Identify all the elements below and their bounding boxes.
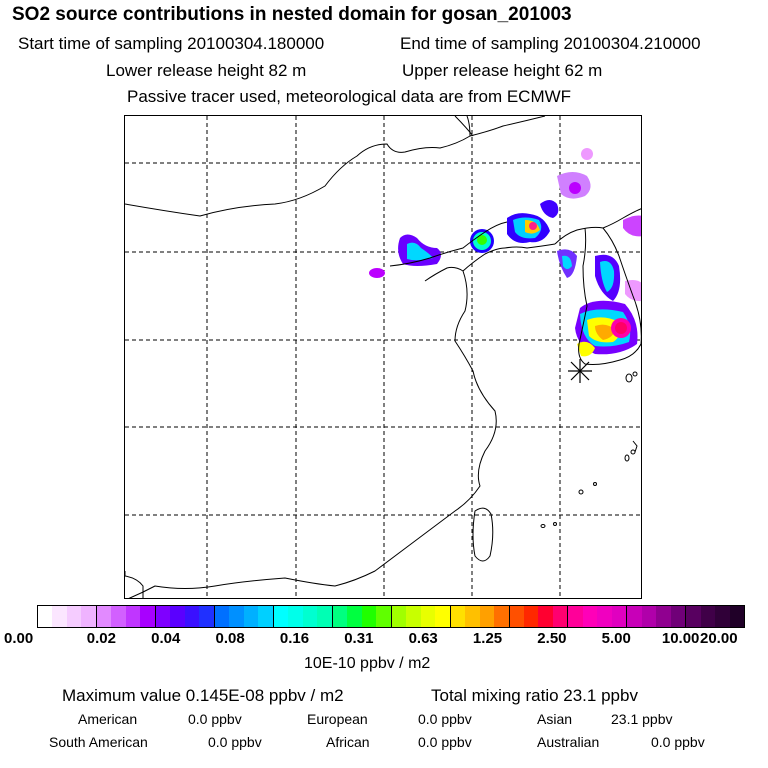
european-value: 0.0 ppbv	[418, 711, 472, 727]
colorbar-swatch	[685, 606, 701, 627]
plume-central	[470, 148, 641, 253]
colorbar-swatch	[347, 606, 362, 627]
asian-value: 23.1 ppbv	[611, 711, 673, 727]
colorbar-swatch	[81, 606, 96, 627]
colorbar-tick-label: 0.04	[151, 630, 181, 647]
colorbar-swatch	[494, 606, 509, 627]
australian-label: Australian	[537, 734, 600, 750]
colorbar-swatch	[479, 606, 495, 627]
colorbar-swatch	[243, 606, 259, 627]
colorbar-swatch	[302, 606, 318, 627]
colorbar-swatch	[449, 606, 466, 627]
colorbar-tick-label: 0.63	[408, 630, 438, 647]
colorbar-swatch	[38, 606, 53, 627]
colorbar-swatch	[670, 606, 686, 627]
colorbar-swatch	[420, 606, 436, 627]
colorbar-swatch	[361, 606, 377, 627]
coastlines	[125, 116, 641, 598]
colorbar-swatch	[95, 606, 112, 627]
african-value: 0.0 ppbv	[418, 734, 472, 750]
colorbar-swatch	[729, 606, 745, 627]
american-value: 0.0 ppbv	[188, 711, 242, 727]
colorbar-tick-label: 0.00	[4, 630, 34, 647]
colorbar-tick-label: 0.31	[344, 630, 374, 647]
colorbar-tick-label: 2.50	[537, 630, 567, 647]
colorbar-unit: 10E-10 ppbv / m2	[304, 655, 431, 672]
colorbar-swatch	[66, 606, 82, 627]
colorbar-swatch	[465, 606, 480, 627]
american-label: American	[78, 711, 138, 727]
receptor-marker	[568, 359, 592, 383]
colorbar-swatch	[376, 606, 391, 627]
colorbar-tick-label: 0.16	[279, 630, 310, 647]
south-american-label: South American	[49, 734, 148, 750]
colorbar-swatch	[140, 606, 155, 627]
australian-value: 0.0 ppbv	[651, 734, 705, 750]
colorbar	[37, 605, 745, 628]
map-panel	[124, 115, 642, 599]
colorbar-swatch	[715, 606, 730, 627]
colorbar-tick-label: 20.00	[700, 630, 738, 647]
colorbar-swatch	[538, 606, 553, 627]
colorbar-tick-label: 1.25	[472, 630, 503, 647]
colorbar-swatch	[331, 606, 348, 627]
colorbar-swatch	[611, 606, 627, 627]
map-title: SO2 source contributions in nested domai…	[12, 4, 572, 25]
colorbar-swatch	[229, 606, 244, 627]
colorbar-tick-label: 0.08	[215, 630, 245, 647]
colorbar-swatch	[700, 606, 716, 627]
colorbar-swatch	[582, 606, 598, 627]
south-american-value: 0.0 ppbv	[208, 734, 262, 750]
colorbar-swatch	[184, 606, 200, 627]
colorbar-swatch	[317, 606, 332, 627]
colorbar-swatch	[170, 606, 185, 627]
plume-west	[369, 234, 441, 278]
colorbar-swatch	[597, 606, 612, 627]
colorbar-swatch	[390, 606, 407, 627]
colorbar-swatch	[199, 606, 214, 627]
african-label: African	[326, 734, 370, 750]
colorbar-swatch	[406, 606, 421, 627]
colorbar-swatch	[52, 606, 67, 627]
graticule	[125, 116, 641, 598]
colorbar-swatch	[641, 606, 657, 627]
colorbar-swatch	[435, 606, 450, 627]
colorbar-swatch	[288, 606, 303, 627]
tracer-note: Passive tracer used, meteorological data…	[127, 87, 572, 106]
max-value: Maximum value 0.145E-08 ppbv / m2	[62, 686, 344, 705]
colorbar-swatch	[508, 606, 524, 627]
colorbar-tick-label: 10.00	[661, 630, 700, 647]
colorbar-swatch	[626, 606, 642, 627]
colorbar-swatch	[272, 606, 289, 627]
colorbar-tick-label: 0.02	[86, 630, 116, 647]
total-mixing-ratio: Total mixing ratio 23.1 ppbv	[431, 686, 638, 705]
asian-label: Asian	[537, 711, 573, 727]
colorbar-swatch	[656, 606, 671, 627]
colorbar-tick-label: 5.00	[601, 630, 631, 647]
colorbar-swatch	[552, 606, 568, 627]
lower-release-height: Lower release height 82 m	[106, 61, 307, 80]
end-time: End time of sampling 20100304.210000	[400, 34, 701, 53]
colorbar-swatch	[213, 606, 230, 627]
european-label: European	[307, 711, 368, 727]
colorbar-swatch	[154, 606, 171, 627]
map-canvas	[125, 116, 641, 598]
colorbar-swatch	[523, 606, 539, 627]
colorbar-swatch	[567, 606, 583, 627]
start-time: Start time of sampling 20100304.180000	[18, 34, 325, 53]
colorbar-swatch	[125, 606, 141, 627]
upper-release-height: Upper release height 62 m	[402, 61, 603, 80]
colorbar-swatch	[258, 606, 273, 627]
colorbar-swatch	[111, 606, 126, 627]
